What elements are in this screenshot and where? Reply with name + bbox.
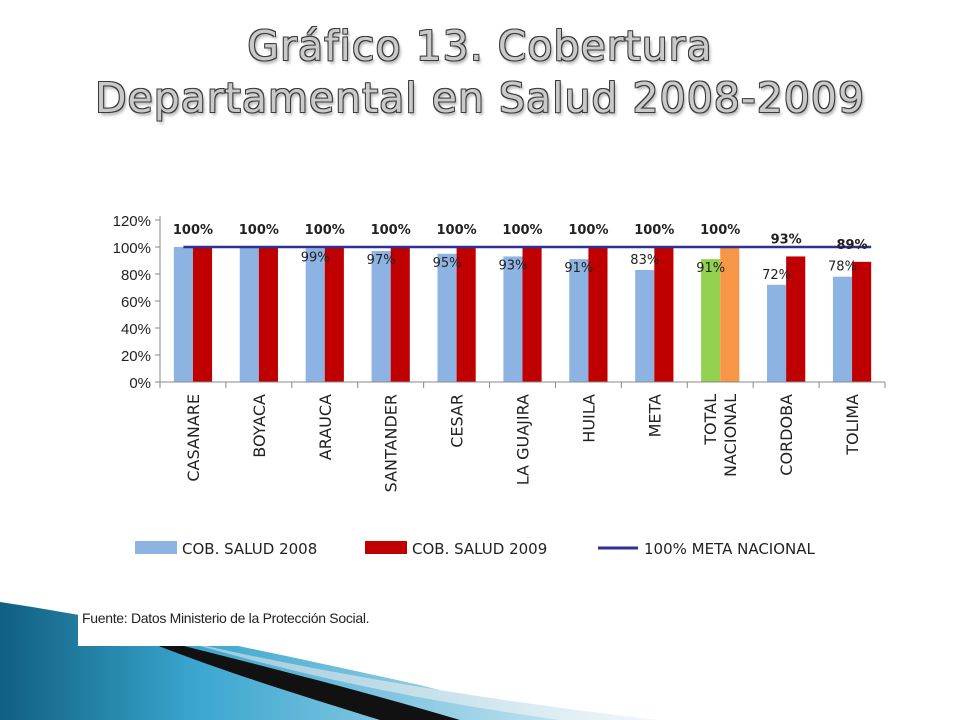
bar-2008 [239, 247, 259, 382]
bar-2008 [832, 276, 853, 382]
y-tick-label: 0% [129, 375, 151, 392]
y-tick-label: 40% [121, 321, 151, 338]
title-line-1: Gráfico 13. Cobertura [247, 22, 713, 70]
x-category-label: HUILA [579, 394, 598, 443]
title-line-2: Departamental en Salud 2008-2009 [94, 74, 866, 122]
slide-title: Gráfico 13. Cobertura Departamental en S… [0, 20, 960, 124]
x-category-label: BOYACA [250, 394, 269, 458]
bar-2009 [456, 247, 476, 382]
legend-swatch-2008 [135, 541, 177, 554]
x-category-label: CESAR [448, 394, 467, 448]
data-label-2009: 93% [771, 232, 802, 247]
legend-label-meta: 100% META NACIONAL [644, 540, 816, 558]
bar-2009 [852, 261, 872, 382]
data-label-2009: 100% [437, 223, 477, 238]
x-category-label-line: NACIONAL [721, 394, 740, 477]
bar-2009 [192, 247, 213, 382]
source-note: Fuente: Datos Ministerio de la Protecció… [78, 600, 408, 646]
coverage-bar-chart: 0% 20% 40% 60% 80% 100% 120% 100% 100% 100% 99% 100… [113, 213, 886, 558]
x-category-label-line: LA GUAJIRA [514, 394, 533, 485]
x-category-label: TOLIMA [843, 394, 862, 456]
legend-label-2008: COB. SALUD 2008 [182, 540, 317, 558]
x-category-label-line: CASANARE [184, 394, 203, 482]
legend-swatch-2009 [365, 541, 407, 554]
bar-2008 [569, 259, 589, 382]
data-label-2009: 100% [634, 223, 674, 238]
x-category-label-line: TOTAL [701, 394, 720, 446]
bar-2009 [720, 247, 740, 382]
x-category-label-line: CESAR [448, 394, 467, 448]
y-tick-label: 60% [121, 294, 151, 311]
bar-2008 [305, 248, 325, 382]
bar-2008 [437, 253, 457, 382]
x-category-label-line: TOLIMA [843, 394, 862, 456]
data-label-2008: 97% [367, 253, 396, 268]
data-label-2008: 93% [498, 258, 527, 273]
y-tick-label: 100% [113, 240, 151, 257]
chart-container: 0% 20% 40% 60% 80% 100% 120% 100% 100% 100% 99% 100… [90, 200, 890, 580]
bar-2008 [701, 259, 721, 382]
x-category-label: SANTANDER [382, 394, 401, 492]
bar-2009 [654, 247, 674, 382]
y-tick-label: 120% [113, 213, 151, 230]
x-category-label-line: ARAUCA [316, 394, 335, 460]
data-label-2009: 100% [173, 223, 213, 238]
x-category-label: CASANARE [184, 394, 203, 482]
x-category-label-line: META [645, 394, 664, 437]
legend-label-2009: COB. SALUD 2009 [412, 540, 547, 558]
source-text: Fuente: Datos Ministerio de la Protecció… [82, 610, 370, 626]
data-label-2008: 78% [828, 260, 857, 275]
bar-2008 [767, 284, 787, 382]
y-tick-label: 20% [121, 348, 151, 365]
bar-2008 [173, 247, 193, 382]
x-category-label-line: HUILA [579, 394, 598, 443]
data-label-2008: 99% [301, 250, 330, 265]
x-category-label: META [645, 394, 664, 437]
bar-2008 [371, 251, 391, 382]
bar-2008 [503, 256, 523, 382]
data-label-2008: 91% [696, 261, 725, 276]
data-label-2009: 100% [239, 223, 279, 238]
x-category-label: LA GUAJIRA [514, 394, 533, 485]
data-label-2008: 72% [762, 268, 791, 283]
bar-2009 [324, 247, 344, 382]
data-label-2008: 83% [630, 253, 659, 268]
x-category-label: CORDOBA [777, 394, 796, 476]
data-label-2009: 100% [700, 223, 740, 238]
data-label-2008: 91% [564, 261, 593, 276]
data-label-2009: 100% [568, 223, 608, 238]
x-category-label-line: BOYACA [250, 394, 269, 458]
y-tick-label: 80% [121, 267, 151, 284]
bar-2009 [258, 247, 278, 382]
data-label-2009: 89% [836, 238, 867, 253]
bar-2009 [390, 247, 410, 382]
x-category-label-line: CORDOBA [777, 394, 796, 476]
data-label-2009: 100% [305, 223, 345, 238]
data-label-2009: 100% [502, 223, 542, 238]
x-category-label-line: SANTANDER [382, 394, 401, 492]
bar-2009 [522, 247, 542, 382]
data-label-2008: 95% [433, 256, 462, 271]
bar-2009 [588, 247, 608, 382]
bar-2009 [786, 256, 806, 382]
data-label-2009: 100% [371, 223, 411, 238]
x-category-label: ARAUCA [316, 394, 335, 460]
bar-2008 [635, 269, 655, 382]
x-category-label: TOTALNACIONAL [701, 394, 740, 477]
